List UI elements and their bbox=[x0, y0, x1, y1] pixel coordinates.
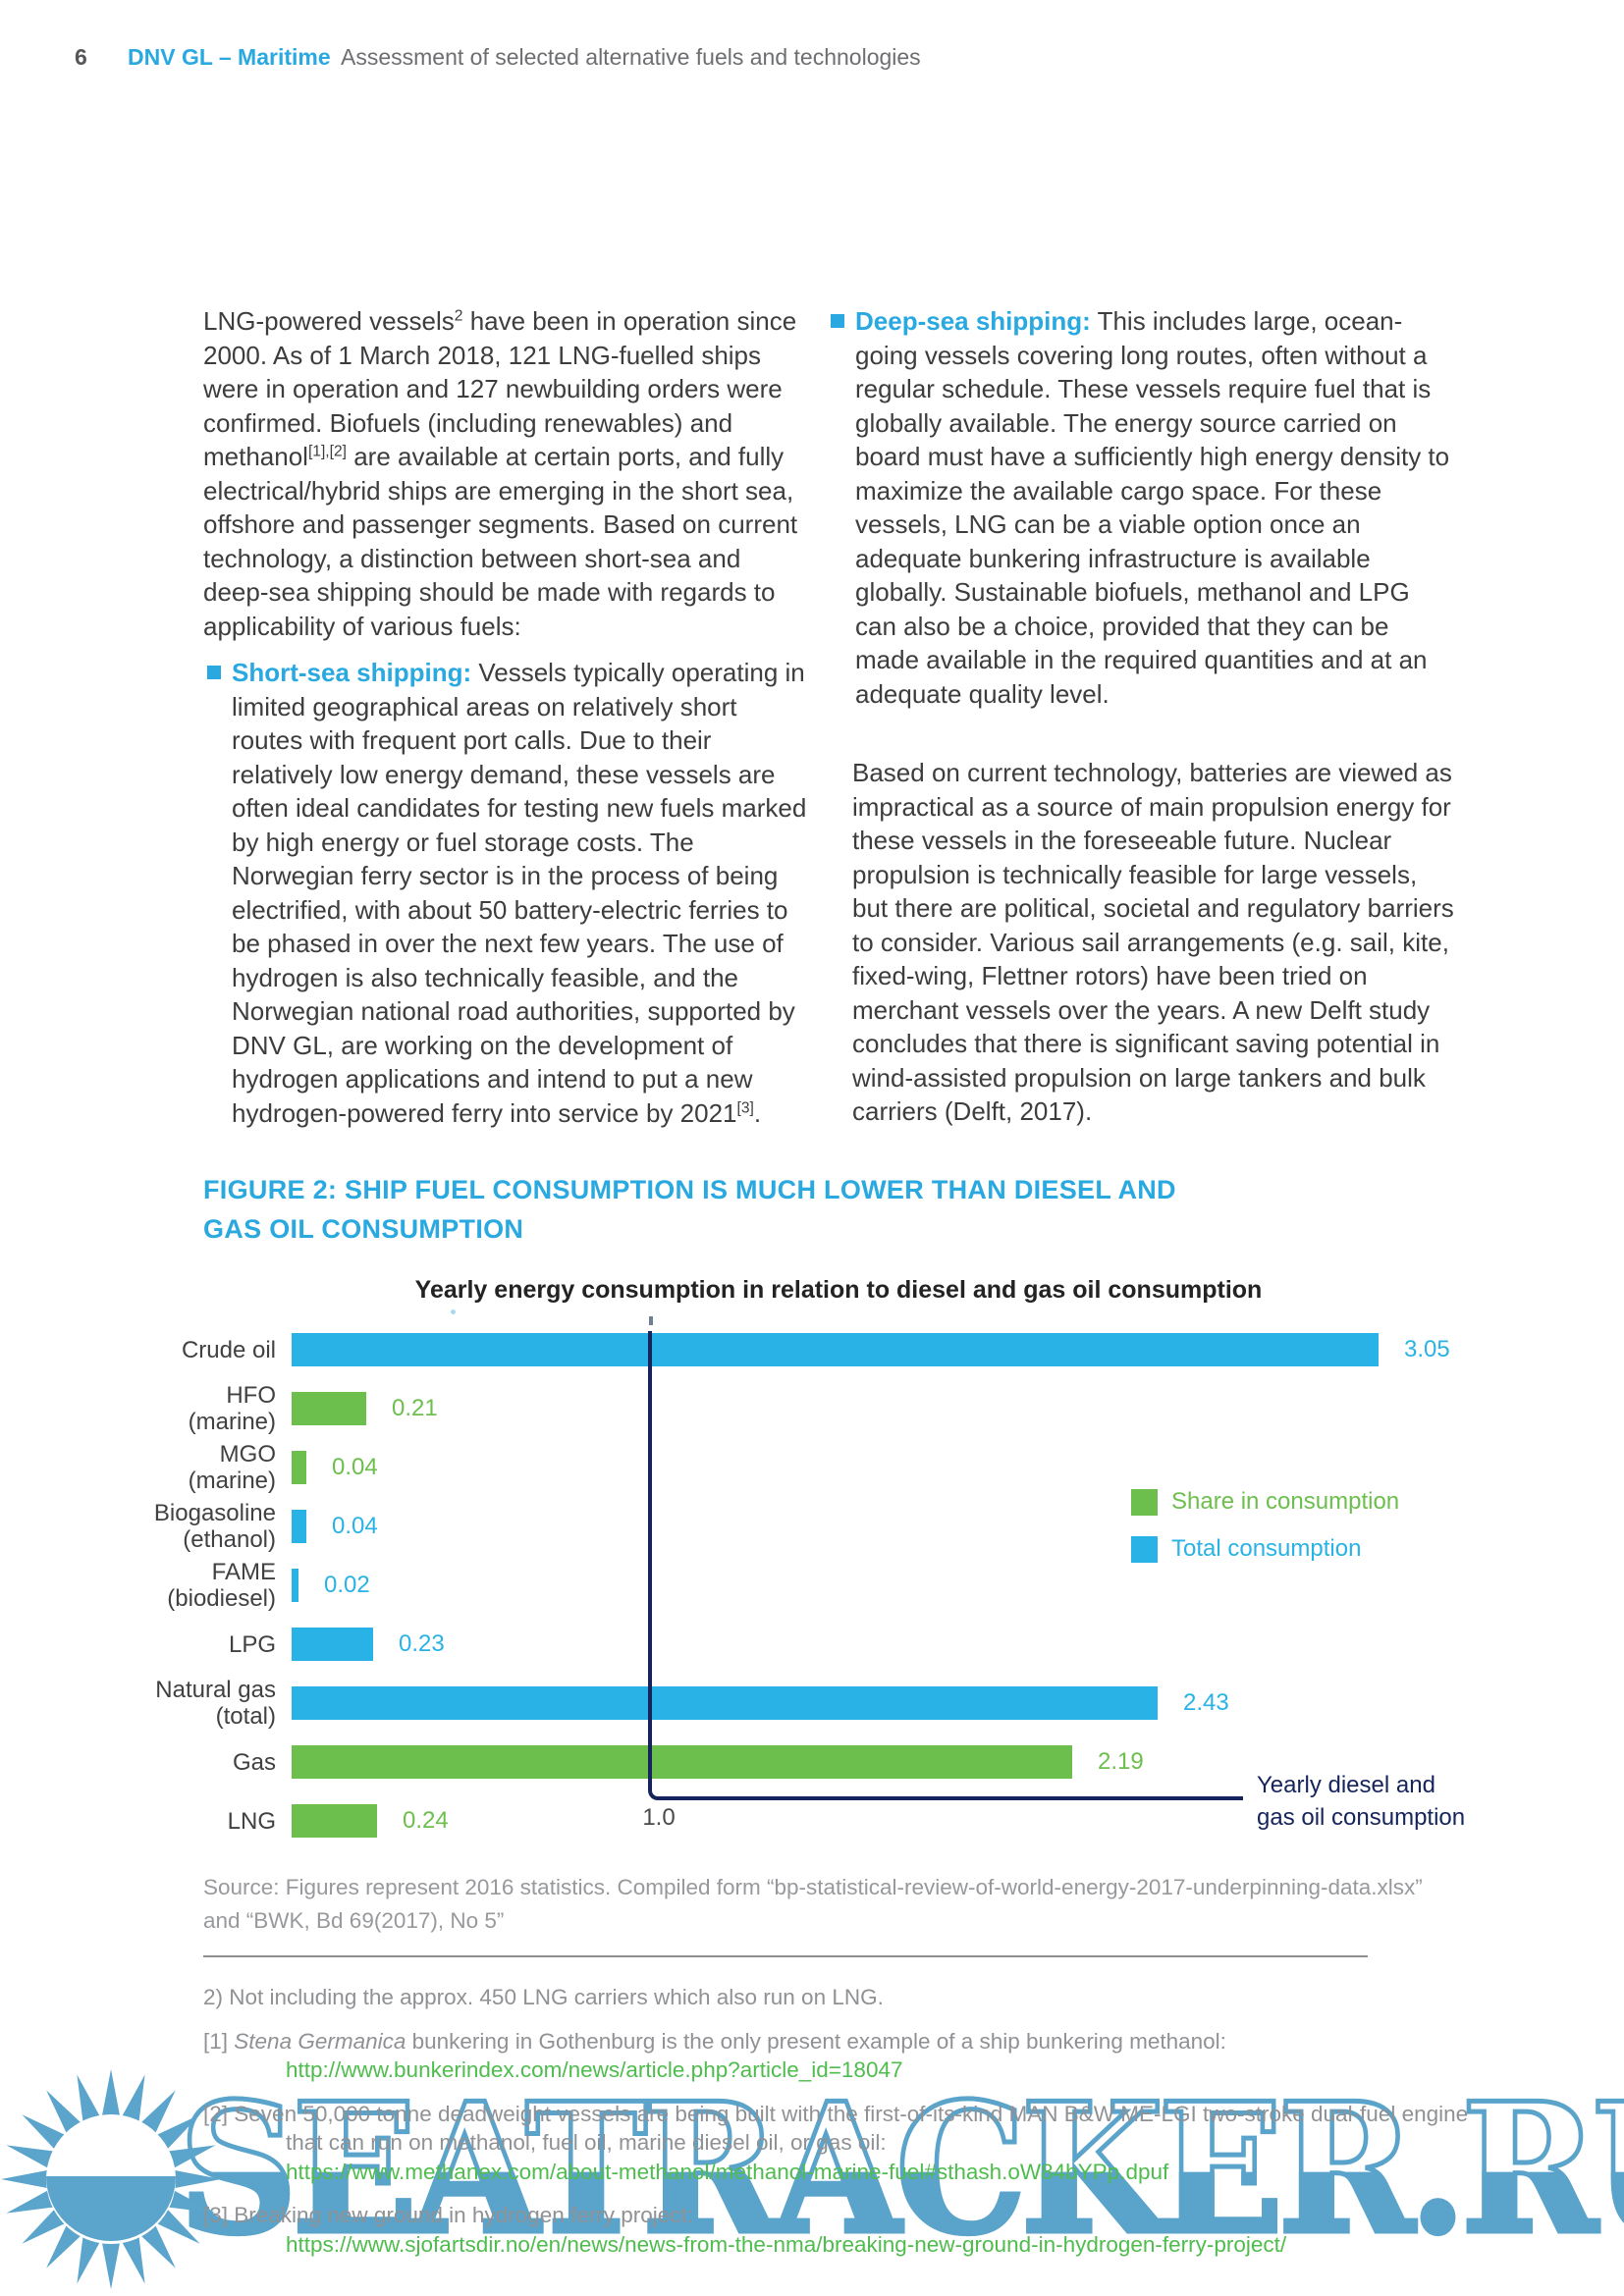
bar bbox=[292, 1392, 366, 1425]
watermark-text: SEATRACKER.RU SEATRACKER.RU bbox=[177, 2063, 1624, 2273]
deep-sea-bullet: Deep-sea shipping: This includes large, … bbox=[831, 304, 1455, 711]
footnote-2: 2) Not including the approx. 450 LNG car… bbox=[203, 1985, 884, 2009]
bar-category-label: MGO (marine) bbox=[188, 1441, 276, 1494]
chart-row-biogasoline: Biogasoline (ethanol) 0.04 bbox=[0, 1500, 1624, 1553]
reference-line bbox=[648, 1331, 1243, 1800]
bar-value-label: 0.02 bbox=[324, 1572, 370, 1598]
chart-title: Yearly energy consumption in relation to… bbox=[414, 1276, 1263, 1304]
bar-value-label: 0.24 bbox=[403, 1807, 449, 1834]
chart-row-lng: LNG 0.24 bbox=[0, 1804, 1624, 1838]
page-number: 6 bbox=[75, 44, 87, 70]
right-column: Deep-sea shipping: This includes large, … bbox=[831, 304, 1455, 1129]
chart-row-gas: Gas 2.19 bbox=[0, 1745, 1624, 1779]
bar bbox=[292, 1510, 306, 1543]
bar-value-label: 0.21 bbox=[392, 1395, 438, 1421]
legend-swatch-green bbox=[1131, 1488, 1158, 1516]
chart-row-natural-gas: Natural gas (total) 2.43 bbox=[0, 1677, 1624, 1730]
sun-logo-icon bbox=[1, 2069, 221, 2289]
chart-row-crude-oil: Crude oil 3.05 bbox=[0, 1333, 1624, 1366]
footnotes-section: 2) Not including the approx. 450 LNG car… bbox=[203, 1983, 1470, 2273]
bar-category-label: Gas bbox=[232, 1748, 276, 1776]
bar-value-label: 2.43 bbox=[1183, 1689, 1229, 1716]
source-note: Source: Figures represent 2016 statistic… bbox=[203, 1875, 1423, 1933]
footnote-ref-3: [3] bbox=[736, 1098, 754, 1116]
reference-annotation: Yearly diesel and gas oil consumption bbox=[1257, 1772, 1466, 1831]
bar-value-label: 0.04 bbox=[332, 1454, 378, 1480]
footnote-1-link[interactable]: http://www.bunkerindex.com/news/article.… bbox=[286, 2057, 903, 2082]
propulsion-paragraph: Based on current technology, batteries a… bbox=[852, 758, 1454, 1126]
footnote-2-link[interactable]: https://www.methanex.com/about-methanol/… bbox=[286, 2159, 1169, 2184]
legend-item-total: Total consumption bbox=[1131, 1535, 1361, 1563]
bar bbox=[292, 1451, 306, 1484]
left-column: LNG-powered vessels2 have been in operat… bbox=[203, 304, 812, 1130]
bar-category-label: Natural gas (total) bbox=[155, 1677, 276, 1730]
bar bbox=[292, 1333, 1379, 1366]
bullet-square-icon bbox=[207, 666, 221, 679]
footnote-bracket-2: [2] Seven 50,000 tonne deadweight vessel… bbox=[203, 2101, 1469, 2184]
reference-line-tick bbox=[649, 1316, 653, 1325]
bar-category-label: Crude oil bbox=[181, 1336, 276, 1363]
legend-item-share: Share in consumption bbox=[1131, 1488, 1399, 1516]
intro-paragraph: LNG-powered vessels2 have been in operat… bbox=[203, 306, 798, 641]
bar-value-label: 2.19 bbox=[1098, 1748, 1144, 1775]
footnote-bracket-3: [3] Breaking new ground in hydrogen ferr… bbox=[203, 2203, 1287, 2257]
figure-heading: FIGURE 2: SHIP FUEL CONSUMPTION IS MUCH … bbox=[203, 1175, 1176, 1244]
bar-value-label: 3.05 bbox=[1404, 1336, 1450, 1362]
footnote-ref-2: 2 bbox=[454, 307, 463, 325]
brand-name: DNV GL – Maritime bbox=[128, 44, 331, 70]
scan-artifact-dot bbox=[451, 1309, 456, 1314]
bar-category-label: Biogasoline (ethanol) bbox=[153, 1500, 276, 1553]
figure-2-chart: Crude oil 3.05 HFO (marine) 0.21 MGO (marine) 0… bbox=[0, 1333, 1624, 1843]
bar-category-label: LPG bbox=[228, 1630, 276, 1658]
footnote-bracket-1: [1] Stena Germanica bunkering in Gothenb… bbox=[203, 2028, 1226, 2083]
bar bbox=[292, 1686, 1158, 1720]
bar-category-label: HFO (marine) bbox=[188, 1382, 276, 1435]
bullet-square-icon bbox=[831, 314, 844, 328]
legend-swatch-blue bbox=[1131, 1535, 1158, 1563]
doc-title: Assessment of selected alternative fuels… bbox=[341, 44, 921, 70]
footnote-3-link[interactable]: https://www.sjofartsdir.no/en/news/news-… bbox=[286, 2231, 1287, 2257]
chart-row-lpg: LPG 0.23 bbox=[0, 1628, 1624, 1661]
bar bbox=[292, 1804, 377, 1838]
reference-tick-label: 1.0 bbox=[642, 1804, 676, 1831]
deep-sea-label: Deep-sea shipping: bbox=[855, 306, 1091, 336]
bar-category-label: LNG bbox=[227, 1807, 276, 1835]
chart-row-hfo: HFO (marine) 0.21 bbox=[0, 1382, 1624, 1435]
chart-row-fame: FAME (biodiesel) 0.02 bbox=[0, 1559, 1624, 1612]
chart-row-mgo: MGO (marine) 0.04 bbox=[0, 1441, 1624, 1494]
short-sea-label: Short-sea shipping: bbox=[232, 658, 472, 687]
footnote-ref-1-2: [1],[2] bbox=[307, 443, 347, 460]
bar-value-label: 0.04 bbox=[332, 1513, 378, 1539]
legend-label-share: Share in consumption bbox=[1171, 1488, 1400, 1515]
bar-category-label: FAME (biodiesel) bbox=[167, 1559, 276, 1612]
bar bbox=[292, 1628, 373, 1661]
short-sea-bullet: Short-sea shipping: Vessels typically op… bbox=[207, 656, 812, 1130]
bar bbox=[292, 1569, 298, 1602]
bar bbox=[292, 1745, 1072, 1779]
footnote-divider bbox=[203, 1955, 1368, 1957]
bar-value-label: 0.23 bbox=[399, 1630, 445, 1657]
legend-label-total: Total consumption bbox=[1171, 1535, 1362, 1562]
